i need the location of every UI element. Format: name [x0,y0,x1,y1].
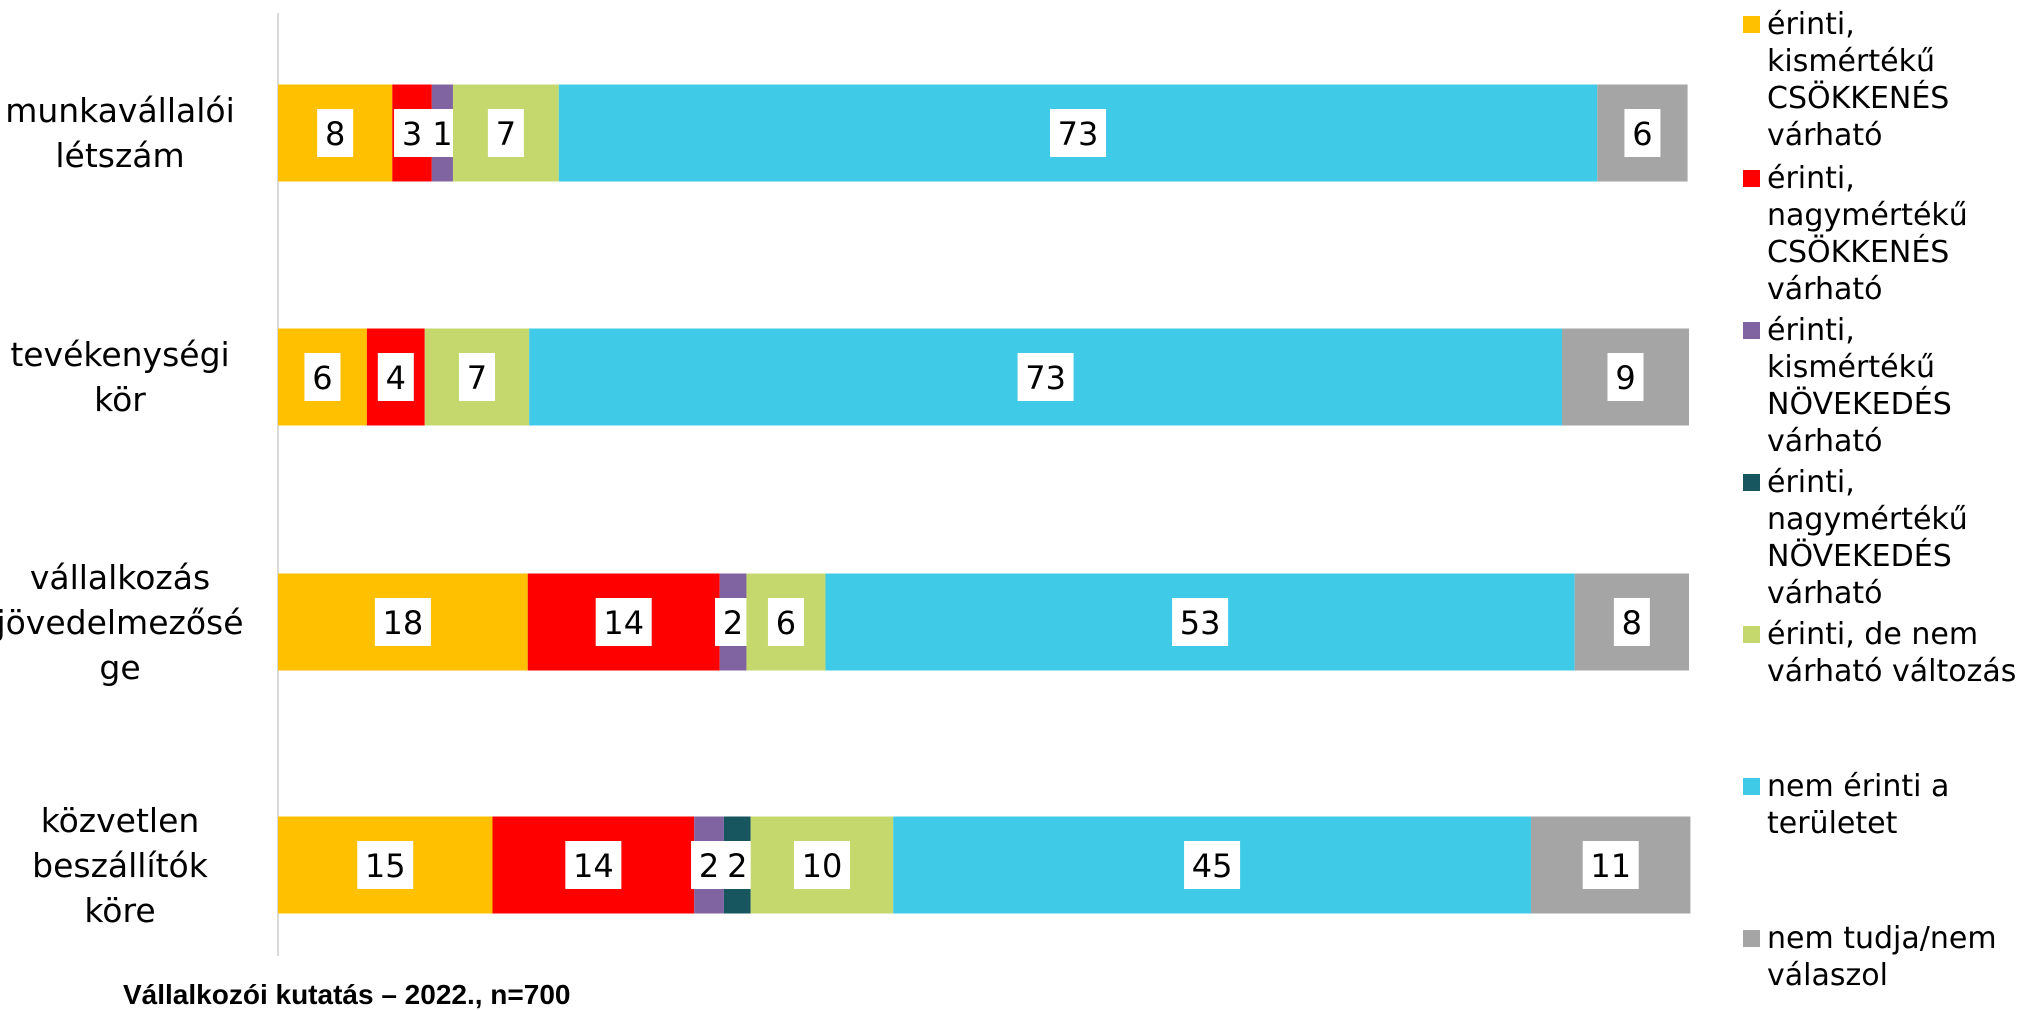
legend-label: érinti, kismértékű CSÖKKENÉS várható [1767,7,1950,153]
legend-swatch [1743,778,1760,795]
legend-swatch [1743,626,1760,643]
label-box [1624,109,1661,157]
label-box [374,598,431,646]
label-box [1613,598,1650,646]
legend-swatch [1743,170,1760,187]
label-box [1050,109,1107,157]
legend-swatch [1743,322,1760,339]
category-label: közvetlen beszállítók köre [32,800,208,930]
label-box [719,841,756,889]
label-box [793,841,850,889]
label-box [1184,841,1241,889]
category-label: tevékenységi kör [10,335,230,419]
value-label: 45 [1192,847,1233,885]
label-box [1172,598,1229,646]
label-box [767,598,804,646]
value-label: 2 [727,847,747,885]
legend-swatch [1743,930,1760,947]
label-box [1607,353,1644,401]
value-label: 4 [386,359,406,397]
legend-swatch [1743,16,1760,33]
value-label: 3 [402,115,422,153]
category-label: vállalkozás jövedelmezősége [0,557,244,687]
category-label: munkavállalói létszám [5,91,235,175]
label-box [565,841,622,889]
value-label: 10 [802,847,843,885]
label-box [1582,841,1639,889]
legend-label: érinti, nagymértékű NÖVEKEDÉS várható [1767,465,1968,611]
value-label: 6 [312,359,332,397]
label-box [394,109,431,157]
value-label: 7 [496,115,516,153]
label-box [317,109,354,157]
value-label: 6 [776,604,796,642]
value-label: 18 [383,604,424,642]
value-label: 53 [1180,604,1221,642]
label-box [1017,353,1074,401]
value-label: 14 [573,847,614,885]
value-label: 8 [1622,604,1642,642]
value-label: 1 [432,115,452,153]
label-box [458,353,495,401]
legend-label: nem tudja/nem válaszol [1767,921,1997,993]
label-box [487,109,524,157]
value-label: 15 [365,847,406,885]
value-label: 6 [1632,115,1652,153]
value-label: 2 [723,604,743,642]
label-box [357,841,414,889]
label-box [377,353,414,401]
legend-label: nem érinti a területet [1767,769,1950,841]
legend-label: érinti, kismértékű NÖVEKEDÉS várható [1767,313,1952,459]
legend-swatch [1743,474,1760,491]
legend-label: érinti, nagymértékű CSÖKKENÉS várható [1767,161,1968,307]
footnote: Vállalkozói kutatás – 2022., n=700 [123,979,571,1010]
value-label: 73 [1058,115,1099,153]
legend-label: érinti, de nem várható változás [1767,617,2017,689]
label-box [304,353,341,401]
value-label: 14 [603,604,644,642]
label-box [715,598,752,646]
value-label: 2 [699,847,719,885]
value-label: 7 [467,359,487,397]
label-box [595,598,652,646]
value-label: 8 [325,115,345,153]
value-label: 9 [1615,359,1635,397]
value-label: 11 [1590,847,1631,885]
value-label: 73 [1025,359,1066,397]
